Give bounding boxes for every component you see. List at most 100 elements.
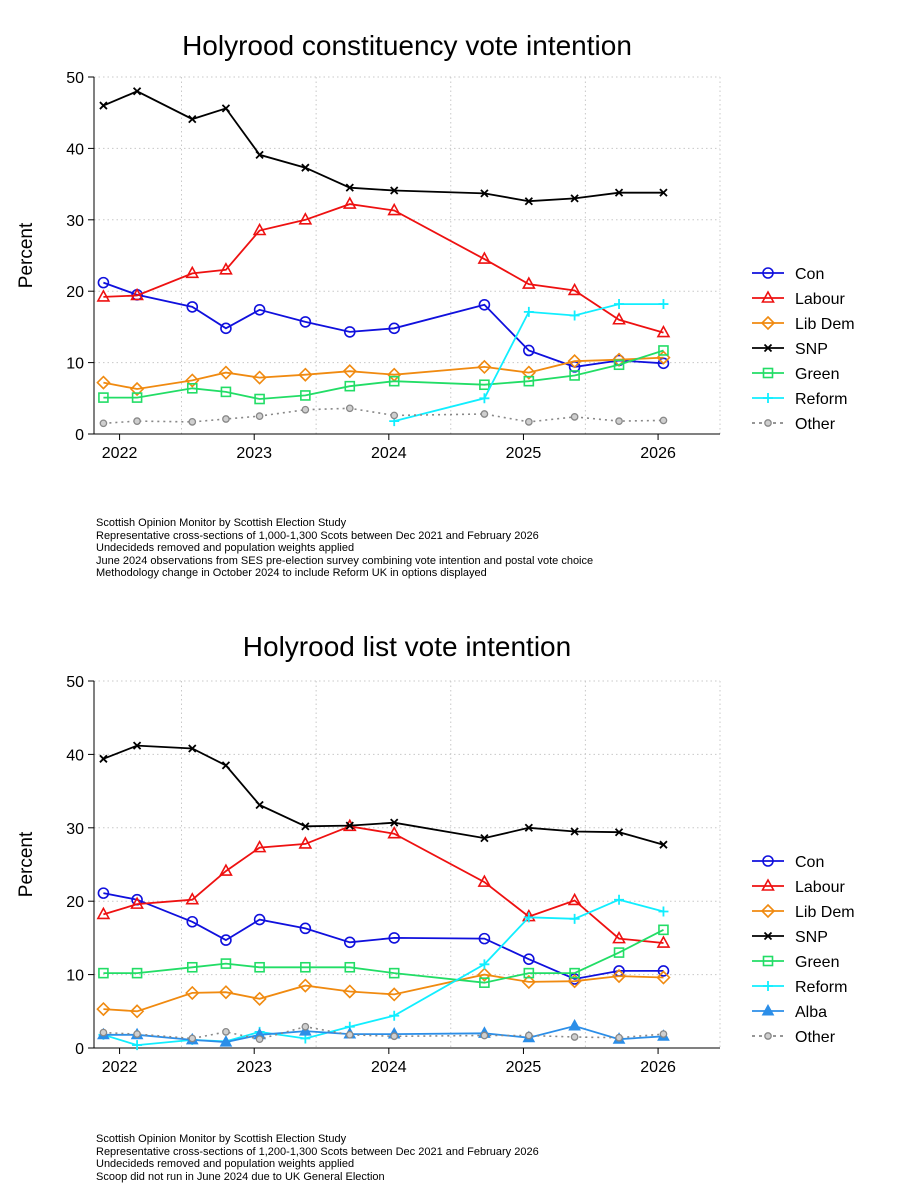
data-point-snp bbox=[614, 188, 624, 197]
legend-label-con: Con bbox=[795, 854, 824, 871]
data-point-con bbox=[657, 965, 670, 977]
y-tick-label: 0 bbox=[75, 427, 84, 444]
data-point-snp bbox=[301, 163, 310, 172]
y-tick-label: 30 bbox=[66, 213, 84, 230]
legend-marker-con bbox=[762, 855, 774, 867]
data-point-green bbox=[131, 967, 143, 979]
data-point-con bbox=[186, 915, 199, 928]
data-point-labour bbox=[477, 251, 492, 264]
y-axis-label: Percent bbox=[16, 222, 37, 288]
data-point-labour bbox=[612, 930, 626, 944]
series-line-green bbox=[103, 349, 664, 400]
data-point-reform bbox=[479, 959, 490, 970]
series-con bbox=[97, 276, 670, 373]
data-point-snp bbox=[480, 189, 489, 198]
data-point-reform bbox=[569, 913, 580, 924]
data-point-other bbox=[188, 1034, 197, 1043]
data-point-snp bbox=[301, 822, 310, 831]
constituency-chart: Holyrood constituency vote intention Perc… bbox=[16, 30, 855, 462]
data-point-snp bbox=[345, 183, 354, 192]
y-tick-label: 40 bbox=[66, 747, 84, 764]
data-point-con bbox=[343, 326, 356, 338]
data-point-labour bbox=[96, 906, 111, 920]
data-point-alba bbox=[568, 1018, 581, 1031]
series-line-other bbox=[103, 407, 664, 425]
data-point-lib-dem bbox=[611, 968, 627, 984]
x-tick-label: 2026 bbox=[640, 1059, 676, 1076]
data-point-other bbox=[524, 418, 533, 426]
data-point-snp bbox=[221, 104, 231, 113]
note-line: Representative cross-sections of 1,200-1… bbox=[96, 1145, 539, 1158]
data-point-con bbox=[220, 322, 232, 335]
chart-panel-constituency: Holyrood constituency vote intention Perc… bbox=[16, 30, 855, 579]
note-line: Scottish Opinion Monitor by Scottish Ele… bbox=[96, 1133, 347, 1145]
note-line: June 2024 observations from SES pre-elec… bbox=[96, 554, 594, 567]
data-point-lib-dem bbox=[342, 984, 357, 999]
data-point-green bbox=[658, 345, 669, 356]
x-tick-label: 2025 bbox=[506, 445, 542, 462]
legend-marker-alba bbox=[761, 1003, 775, 1016]
legend-marker-reform bbox=[763, 981, 773, 991]
data-point-green bbox=[300, 390, 311, 401]
note-line: Undecideds removed and population weight… bbox=[96, 542, 355, 554]
data-point-other bbox=[99, 1028, 108, 1037]
data-point-lib-dem bbox=[567, 354, 582, 369]
series-line-con bbox=[103, 892, 664, 980]
data-point-snp bbox=[255, 800, 264, 810]
chart-panel-list: Holyrood list vote intention Percent 0 10 20… bbox=[0, 600, 916, 1200]
legend-marker-labour bbox=[761, 878, 775, 891]
legend-marker-lib-dem bbox=[760, 315, 776, 331]
series-line-labour bbox=[103, 203, 664, 334]
data-point-lib-dem bbox=[477, 359, 492, 375]
data-point-green bbox=[388, 375, 400, 387]
data-point-lib-dem bbox=[521, 974, 536, 990]
legend-label-other: Other bbox=[795, 416, 836, 433]
data-point-reform bbox=[658, 906, 669, 917]
data-point-lib-dem bbox=[96, 1001, 111, 1017]
data-point-lib-dem bbox=[521, 365, 536, 380]
legend-label-labour: Labour bbox=[795, 879, 845, 896]
data-point-other bbox=[390, 411, 399, 420]
data-point-green bbox=[613, 947, 625, 958]
data-point-labour bbox=[387, 202, 402, 216]
series-line-lib-dem bbox=[103, 973, 664, 1013]
series-snp bbox=[99, 87, 668, 206]
data-point-other bbox=[570, 413, 579, 421]
data-point-other bbox=[222, 415, 230, 423]
data-point-snp bbox=[614, 828, 624, 837]
data-point-lib-dem bbox=[129, 1004, 145, 1019]
legend-marker-snp bbox=[763, 931, 773, 941]
data-point-alba bbox=[219, 1035, 233, 1047]
data-point-other bbox=[222, 1028, 230, 1036]
data-point-con bbox=[568, 973, 581, 985]
data-point-con bbox=[523, 953, 535, 965]
data-point-green bbox=[613, 359, 625, 371]
data-point-reform bbox=[614, 299, 625, 310]
data-point-labour bbox=[130, 287, 144, 301]
data-point-snp bbox=[188, 114, 197, 124]
note-line: Scottish Opinion Monitor by Scottish Ele… bbox=[96, 517, 347, 529]
series-con bbox=[97, 887, 670, 985]
data-point-snp bbox=[345, 821, 354, 830]
legend-label-reform: Reform bbox=[795, 391, 847, 408]
data-point-snp bbox=[524, 823, 533, 832]
data-point-other bbox=[615, 1033, 623, 1042]
chart-title: Holyrood constituency vote intention bbox=[182, 30, 632, 61]
data-point-green bbox=[569, 370, 580, 381]
data-point-other bbox=[188, 418, 197, 426]
legend-label-green: Green bbox=[795, 366, 839, 383]
data-point-labour bbox=[656, 935, 671, 948]
data-point-labour bbox=[252, 222, 267, 236]
y-tick-label: 10 bbox=[66, 356, 84, 373]
data-point-labour bbox=[219, 262, 233, 275]
note-line: Methodology change in October 2024 to in… bbox=[96, 567, 487, 579]
chart-notes: Scottish Opinion Monitor by Scottish Ele… bbox=[96, 1133, 539, 1183]
data-point-con bbox=[253, 303, 266, 316]
series-line-snp bbox=[103, 744, 664, 846]
data-point-green bbox=[300, 961, 311, 973]
data-point-snp bbox=[188, 744, 197, 753]
data-point-reform bbox=[569, 310, 580, 321]
legend-label-labour: Labour bbox=[795, 291, 845, 308]
data-point-green bbox=[479, 977, 490, 988]
data-point-labour bbox=[96, 289, 111, 302]
